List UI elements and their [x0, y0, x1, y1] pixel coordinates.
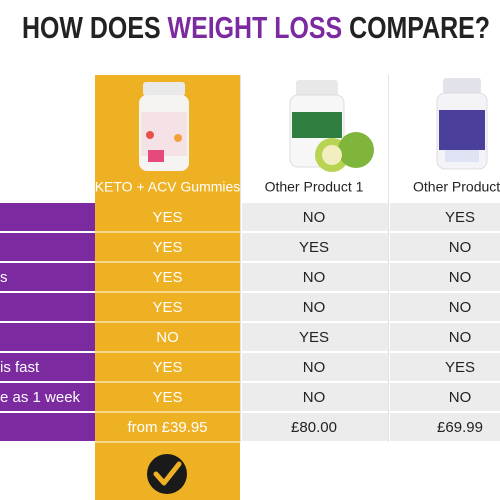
cell-background	[390, 233, 500, 261]
cell-background	[95, 383, 240, 411]
row-label: e as 1 week	[0, 389, 81, 406]
cell: YES	[152, 359, 182, 376]
cell-background	[95, 203, 240, 231]
cell: £80.00	[291, 419, 337, 436]
row-label-cell	[0, 233, 95, 261]
column-header: Other Product	[413, 179, 500, 195]
product-image	[289, 80, 374, 172]
table: KETO + ACV Gummies Other Product 1 Other P…	[0, 179, 500, 443]
cell: YES	[152, 239, 182, 256]
row-label-cell	[0, 203, 95, 231]
row-label-cell	[0, 353, 95, 381]
cell-background	[242, 233, 388, 261]
cell-background	[242, 263, 388, 291]
title: HOW DOES WEIGHT LOSS COMPARE?	[22, 10, 490, 45]
row-label: is fast	[0, 359, 40, 376]
row-label-cell	[0, 293, 95, 321]
row-label-cell	[0, 383, 95, 411]
cell-background	[390, 413, 500, 441]
row-label-cell	[0, 323, 95, 351]
cell-background	[390, 203, 500, 231]
cell-background	[390, 293, 500, 321]
cell-background	[95, 353, 240, 381]
cell: YES	[445, 359, 475, 376]
cell: NO	[449, 329, 472, 346]
title-part: HOW DOES	[22, 10, 168, 45]
cell: NO	[303, 359, 326, 376]
cell: NO	[449, 389, 472, 406]
cell: YES	[152, 389, 182, 406]
cell: YES	[445, 209, 475, 226]
cell-background	[242, 323, 388, 351]
cell: £69.99	[437, 419, 483, 436]
cell: NO	[449, 269, 472, 286]
cell-background	[390, 353, 500, 381]
row-label-cell	[0, 413, 95, 441]
row-label: s	[0, 269, 8, 286]
cell-background	[390, 263, 500, 291]
cell: NO	[449, 299, 472, 316]
cell-background	[390, 383, 500, 411]
cell: YES	[299, 329, 329, 346]
cell: NO	[303, 299, 326, 316]
cell-background	[95, 293, 240, 321]
cell-background	[95, 323, 240, 351]
cell-background	[95, 263, 240, 291]
cell: YES	[299, 239, 329, 256]
cell: NO	[303, 389, 326, 406]
title-part: COMPARE?	[342, 10, 490, 45]
title-highlight: WEIGHT LOSS	[168, 10, 343, 45]
product-image	[139, 82, 189, 171]
cell: NO	[303, 269, 326, 286]
cell-background	[390, 323, 500, 351]
cell-background	[95, 233, 240, 261]
cell-background	[242, 293, 388, 321]
product-image	[436, 78, 488, 170]
cell: YES	[152, 209, 182, 226]
cell: NO	[303, 209, 326, 226]
cell-background	[242, 413, 388, 441]
cell: NO	[449, 239, 472, 256]
cell: from £39.95	[127, 419, 207, 436]
checkmark-icon	[147, 454, 187, 494]
cell-background	[242, 203, 388, 231]
cell-background	[95, 413, 240, 441]
cell-background	[242, 383, 388, 411]
column-header: KETO + ACV Gummies	[95, 179, 241, 195]
cell: NO	[156, 329, 179, 346]
column-header: Other Product 1	[265, 179, 364, 195]
cell: YES	[152, 299, 182, 316]
row-label-cell	[0, 263, 95, 291]
cell-background	[242, 353, 388, 381]
cell: YES	[152, 269, 182, 286]
